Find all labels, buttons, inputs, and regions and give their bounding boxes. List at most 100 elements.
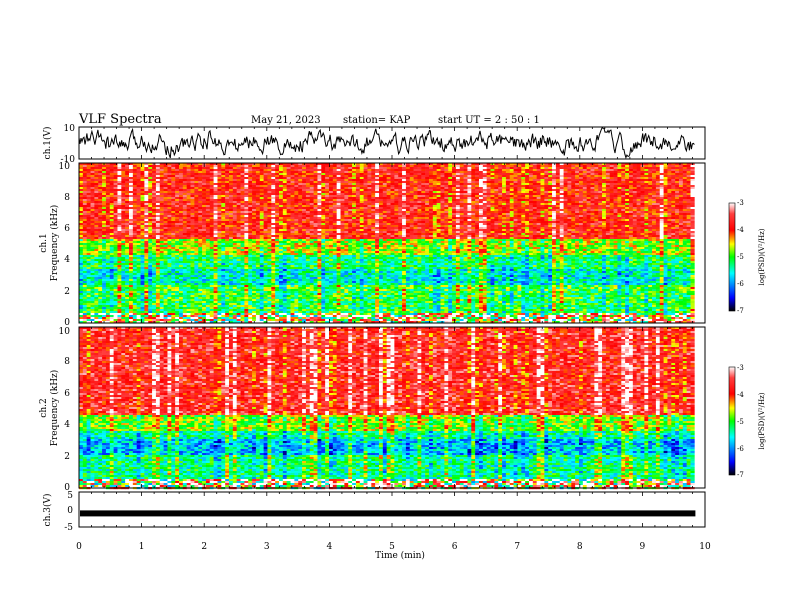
spectrogram-cell xyxy=(517,165,521,167)
spectrogram-cell xyxy=(464,165,468,167)
spectrogram-cell xyxy=(83,171,87,173)
spectrogram-cell xyxy=(310,185,314,187)
spectrogram-cell xyxy=(87,171,91,173)
spectrogram-cell xyxy=(233,171,237,173)
spectrogram-cell xyxy=(548,175,552,177)
spectrogram-cell xyxy=(194,185,198,187)
spectrogram-cell xyxy=(325,165,329,167)
spectrogram-cell xyxy=(256,179,260,181)
spectrogram-cell xyxy=(333,173,337,175)
spectrogram-cell xyxy=(398,173,402,175)
spectrogram-cell xyxy=(198,179,202,181)
spectrogram-cell xyxy=(287,177,291,179)
spectrogram-cell xyxy=(644,179,648,181)
spectrogram-cell xyxy=(271,183,275,185)
spectrogram-cell xyxy=(248,173,252,175)
spectrogram-cell xyxy=(487,179,491,181)
spectrogram-cell xyxy=(121,169,125,171)
spectrogram-cell xyxy=(598,167,602,169)
spectrogram-cell xyxy=(141,175,145,177)
spectrogram-cell xyxy=(633,175,637,177)
spectrogram-cell xyxy=(87,167,91,169)
spectrogram-cell xyxy=(360,165,364,167)
spectrogram-cell xyxy=(217,171,221,173)
spectrogram-cell xyxy=(506,183,510,185)
spectrogram-cell xyxy=(225,167,229,169)
spectrogram-cell xyxy=(241,179,245,181)
spectrogram-cell xyxy=(117,177,121,179)
spectrogram-cell xyxy=(494,167,498,169)
spectrogram-cell xyxy=(191,179,195,181)
spectrogram-cell xyxy=(460,169,464,171)
spectrogram-cell xyxy=(594,169,598,171)
spectrogram-cell xyxy=(275,173,279,175)
spectrogram-cell xyxy=(367,165,371,167)
spectrogram-cell xyxy=(187,167,191,169)
spectrogram-cell xyxy=(460,171,464,173)
spectrogram-cell xyxy=(448,167,452,169)
spectrogram-cell xyxy=(441,179,445,181)
spectrogram-cell xyxy=(321,185,325,187)
spectrogram-cell xyxy=(564,171,568,173)
spectrogram-cell xyxy=(621,165,625,167)
spectrogram-cell xyxy=(117,169,121,171)
spectrogram-cell xyxy=(517,179,521,181)
spectrogram-cell xyxy=(406,173,410,175)
spectrogram-cell xyxy=(452,165,456,167)
spectrogram-cell xyxy=(187,185,191,187)
spectrogram-cell xyxy=(456,183,460,185)
spectrogram-cell xyxy=(429,167,433,169)
spectrogram-cell xyxy=(498,175,502,177)
spectrogram-cell xyxy=(664,183,668,185)
spectrogram-cell xyxy=(564,167,568,169)
spectrogram-cell xyxy=(233,173,237,175)
spectrogram-cell xyxy=(117,165,121,167)
spectrogram-cell xyxy=(302,173,306,175)
spectrogram-cell xyxy=(660,177,664,179)
spectrogram-cell xyxy=(379,179,383,181)
spectrogram-cell xyxy=(137,165,141,167)
spectrogram-cell xyxy=(610,165,614,167)
spectrogram-cell xyxy=(356,173,360,175)
spectrogram-cell xyxy=(644,183,648,185)
spectrogram-cell xyxy=(114,167,118,169)
spectrogram-cell xyxy=(175,167,179,169)
spectrogram-cell xyxy=(648,181,652,183)
spectrogram-cell xyxy=(348,167,352,169)
spectrogram-cell xyxy=(429,185,433,187)
spectrogram-cell xyxy=(210,167,214,169)
spectrogram-cell xyxy=(414,181,418,183)
spectrogram-cell xyxy=(671,177,675,179)
spectrogram-cell xyxy=(210,169,214,171)
spectrogram-cell xyxy=(291,179,295,181)
spectrogram-cell xyxy=(237,165,241,167)
spectrogram-cell xyxy=(617,179,621,181)
spectrogram-cell xyxy=(441,171,445,173)
spectrogram-cell xyxy=(448,177,452,179)
spectrogram-cell xyxy=(548,173,552,175)
spectrogram-cell xyxy=(629,185,633,187)
spectrogram-cell xyxy=(648,173,652,175)
spectrogram-cell xyxy=(625,171,629,173)
spectrogram-cell xyxy=(298,175,302,177)
spectrogram-cell xyxy=(206,175,210,177)
spectrogram-cell xyxy=(644,169,648,171)
spectrogram-cell xyxy=(587,177,591,179)
spectrogram-cell xyxy=(491,185,495,187)
spectrogram-cell xyxy=(614,167,618,169)
spectrogram-cell xyxy=(691,177,695,179)
spectrogram-cell xyxy=(517,181,521,183)
spectrogram-cell xyxy=(425,169,429,171)
spectrogram-cell xyxy=(260,177,264,179)
spectrogram-cell xyxy=(194,179,198,181)
spectrogram-cell xyxy=(229,185,233,187)
spectrogram-cell xyxy=(479,171,483,173)
spectrogram-cell xyxy=(383,177,387,179)
spectrogram-cell xyxy=(517,175,521,177)
spectrogram-cell xyxy=(591,167,595,169)
spectrogram-cell xyxy=(229,173,233,175)
spectrogram-cell xyxy=(114,183,118,185)
spectrogram-cell xyxy=(191,181,195,183)
spectrogram-cell xyxy=(198,171,202,173)
spectrogram-cell xyxy=(114,177,118,179)
